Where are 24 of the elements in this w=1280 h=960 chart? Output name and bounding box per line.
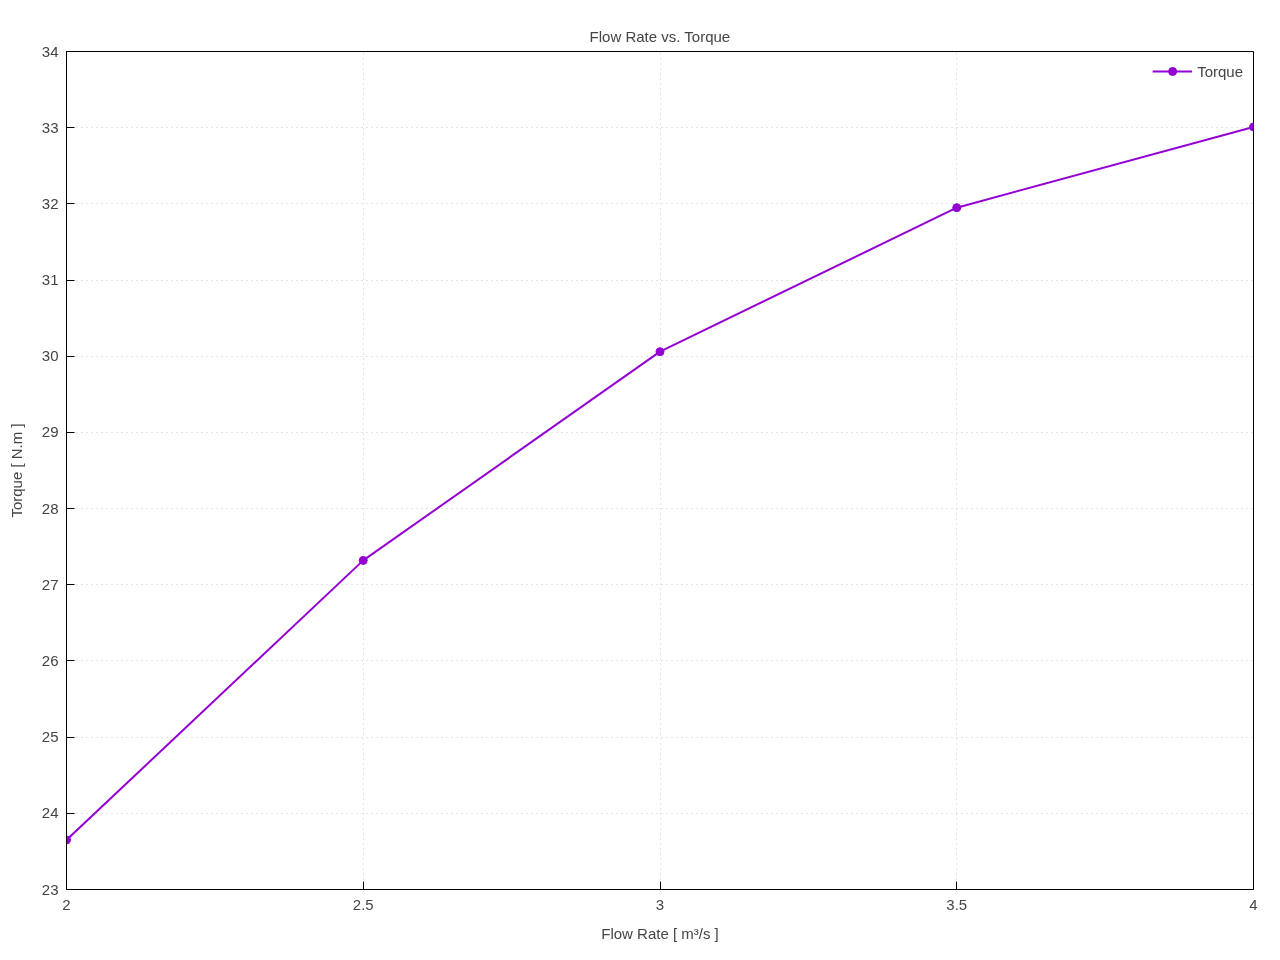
legend-label: Torque	[1197, 62, 1243, 80]
x-tick-label: 3	[655, 895, 665, 913]
y-axis-title: Torque [ N.m ]	[7, 423, 25, 518]
x-tick-label: 2	[62, 895, 71, 913]
y-tick-label: 29	[41, 423, 59, 441]
x-tick-label: 2.5	[352, 895, 374, 913]
x-tick-label: 3.5	[946, 895, 968, 913]
y-tick-label: 27	[41, 575, 59, 593]
y-tick-label: 24	[41, 804, 59, 822]
y-tick-label: 33	[41, 118, 59, 136]
x-tick-label: 4	[1249, 895, 1258, 913]
y-tick-label: 30	[41, 347, 59, 365]
point	[952, 203, 962, 213]
y-tick-label: 32	[41, 194, 59, 212]
y-tick-label: 25	[41, 728, 59, 746]
point	[358, 555, 368, 565]
y-tick-label: 26	[41, 651, 59, 669]
chart-title: Flow Rate vs. Torque	[589, 27, 731, 45]
point	[655, 347, 665, 357]
y-tick-label: 31	[41, 271, 59, 289]
y-tick-label: 23	[41, 880, 59, 898]
y-tick-label: 34	[41, 42, 59, 60]
y-tick-label: 28	[41, 499, 59, 517]
x-axis-title: Flow Rate [ m³/s ]	[601, 924, 719, 942]
